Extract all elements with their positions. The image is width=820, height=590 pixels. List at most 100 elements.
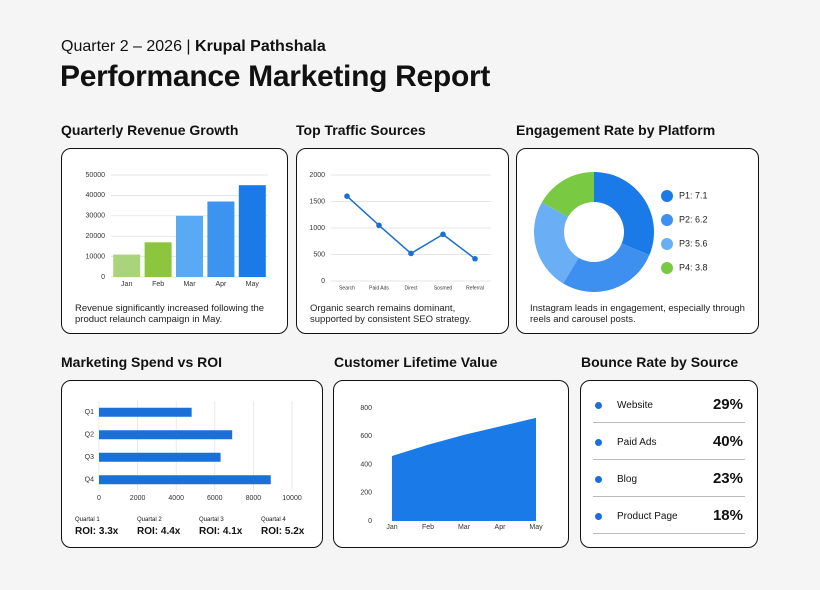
y-tick-label: 40000 xyxy=(86,192,106,199)
legend-swatch xyxy=(661,190,673,202)
roi-item: Quartal 1 ROI: 3.3x xyxy=(75,517,118,537)
caption: Organic search remains dominant, support… xyxy=(310,303,472,325)
donut-slice xyxy=(541,172,594,218)
bar xyxy=(175,215,204,277)
x-tick-label: 2000 xyxy=(130,495,146,502)
source-name: Paid Ads xyxy=(617,437,657,448)
y-tick-label: 0 xyxy=(101,274,105,281)
section-title: Customer Lifetime Value xyxy=(334,354,498,370)
roi-label: Quartal 3 xyxy=(199,517,224,523)
bounce-rate: 18% xyxy=(712,507,743,524)
x-tick-label: 4000 xyxy=(168,495,184,502)
card: Website 29% Paid Ads 40% Blog 23% Product Page… xyxy=(580,380,758,548)
report-title: Performance Marketing Report xyxy=(60,60,491,93)
x-tick-label: Search xyxy=(339,285,355,291)
x-tick-label: Sosmed xyxy=(434,285,453,291)
roi-label: Quartal 4 xyxy=(261,517,286,523)
x-tick-label: Apr xyxy=(215,281,227,288)
y-tick-label: Q3 xyxy=(85,454,94,461)
caption: Revenue significantly increased followin… xyxy=(75,303,265,325)
point xyxy=(440,231,446,238)
chart: 0 2000 4000 6000 8000 10000 Q1 Q2 Q3 Q4 xyxy=(85,401,302,502)
point xyxy=(472,255,478,262)
bullet xyxy=(595,513,602,520)
roi-item: Quartal 3 ROI: 4.1x xyxy=(199,517,242,537)
area xyxy=(392,417,536,521)
roi-value: ROI: 4.4x xyxy=(137,526,181,537)
section-title: Top Traffic Sources xyxy=(296,122,426,138)
y-tick-label: Q1 xyxy=(85,409,94,416)
x-tick-label: Apr xyxy=(495,524,507,531)
x-tick-label: 8000 xyxy=(246,495,262,502)
x-tick-label: Mar xyxy=(183,281,196,288)
source-name: Website xyxy=(617,400,653,411)
chart: 0 10000 20000 30000 40000 50000 Jan Feb Mar Apr Ma… xyxy=(86,172,268,288)
line xyxy=(346,195,476,260)
author: Krupal Pathshala xyxy=(195,38,326,55)
x-tick-label: 6000 xyxy=(207,495,223,502)
roi-item: Quartal 2 ROI: 4.4x xyxy=(137,517,180,537)
subtitle: Quarter 2 – 2026 | Krupal Pathshala xyxy=(61,38,326,56)
point xyxy=(376,222,382,229)
y-tick-label: 1000 xyxy=(309,225,325,232)
roi-label: Quartal 2 xyxy=(137,517,162,523)
source-name: Product Page xyxy=(617,511,678,522)
roi-value: ROI: 4.1x xyxy=(199,526,243,537)
card: 0 200 400 600 800 Jan Feb Mar Apr May xyxy=(333,380,569,548)
bounce-rate: 40% xyxy=(712,433,743,450)
bullet xyxy=(595,439,602,446)
x-tick-label: Feb xyxy=(152,281,164,288)
y-tick-label: 50000 xyxy=(86,172,106,179)
y-tick-label: 200 xyxy=(360,490,372,497)
section-title: Marketing Spend vs ROI xyxy=(61,354,223,370)
card: Revenue significantly increased followin… xyxy=(61,148,288,334)
bar xyxy=(207,201,235,277)
bar xyxy=(144,242,172,277)
x-tick-label: Jan xyxy=(386,524,397,531)
x-tick-label: Mar xyxy=(458,524,471,531)
bar xyxy=(99,475,271,485)
point xyxy=(408,250,414,257)
chart: 0 200 400 600 800 Jan Feb Mar Apr May xyxy=(360,405,543,531)
bounce-rate: 23% xyxy=(712,470,743,487)
legend-label: P4: 3.8 xyxy=(679,262,708,272)
bullet xyxy=(595,476,602,483)
donut-slice xyxy=(534,202,579,284)
donut-slice xyxy=(594,172,654,256)
roi-value: ROI: 5.2x xyxy=(261,526,305,537)
x-tick-label: 10000 xyxy=(282,495,302,502)
x-tick-label: Direct xyxy=(404,285,418,291)
legend-label: P3: 5.6 xyxy=(679,238,708,248)
x-tick-label: 0 xyxy=(97,495,101,502)
legend-label: P1: 7.1 xyxy=(679,190,708,200)
section-title: Engagement Rate by Platform xyxy=(516,122,716,138)
x-tick-label: Referral xyxy=(466,285,484,291)
point xyxy=(344,193,350,199)
bounce-row: Website 29% xyxy=(593,385,745,423)
y-tick-label: 800 xyxy=(360,405,372,412)
card: Instagram leads in engagement, especiall… xyxy=(516,148,759,334)
y-tick-label: 600 xyxy=(360,433,372,440)
bar xyxy=(113,254,141,277)
x-tick-label: Jan xyxy=(121,281,132,288)
bar xyxy=(99,452,221,462)
y-tick-label: 2000 xyxy=(309,172,325,179)
bullet xyxy=(595,402,602,409)
y-tick-label: Q2 xyxy=(85,432,94,439)
chart: P1: 7.1 P2: 6.2 P3: 5.6 P4: 3.8 xyxy=(534,172,708,292)
bounce-row: Blog 23% xyxy=(593,459,745,497)
bar xyxy=(99,407,192,417)
y-tick-label: 20000 xyxy=(86,233,106,240)
legend-swatch xyxy=(661,214,673,226)
period: Quarter 2 – 2026 | xyxy=(61,38,191,55)
card: Organic search remains dominant, support… xyxy=(296,148,509,334)
y-tick-label: 0 xyxy=(321,278,325,285)
bounce-row: Paid Ads 40% xyxy=(593,422,745,460)
chart: 0 500 1000 1500 2000 Search Paid Ads Direct Sosm… xyxy=(309,172,491,291)
x-tick-label: May xyxy=(246,281,260,288)
y-tick-label: 1500 xyxy=(309,198,325,205)
y-tick-label: 500 xyxy=(313,251,325,258)
caption: Instagram leads in engagement, especiall… xyxy=(530,303,745,325)
bounce-rate: 29% xyxy=(712,396,743,413)
